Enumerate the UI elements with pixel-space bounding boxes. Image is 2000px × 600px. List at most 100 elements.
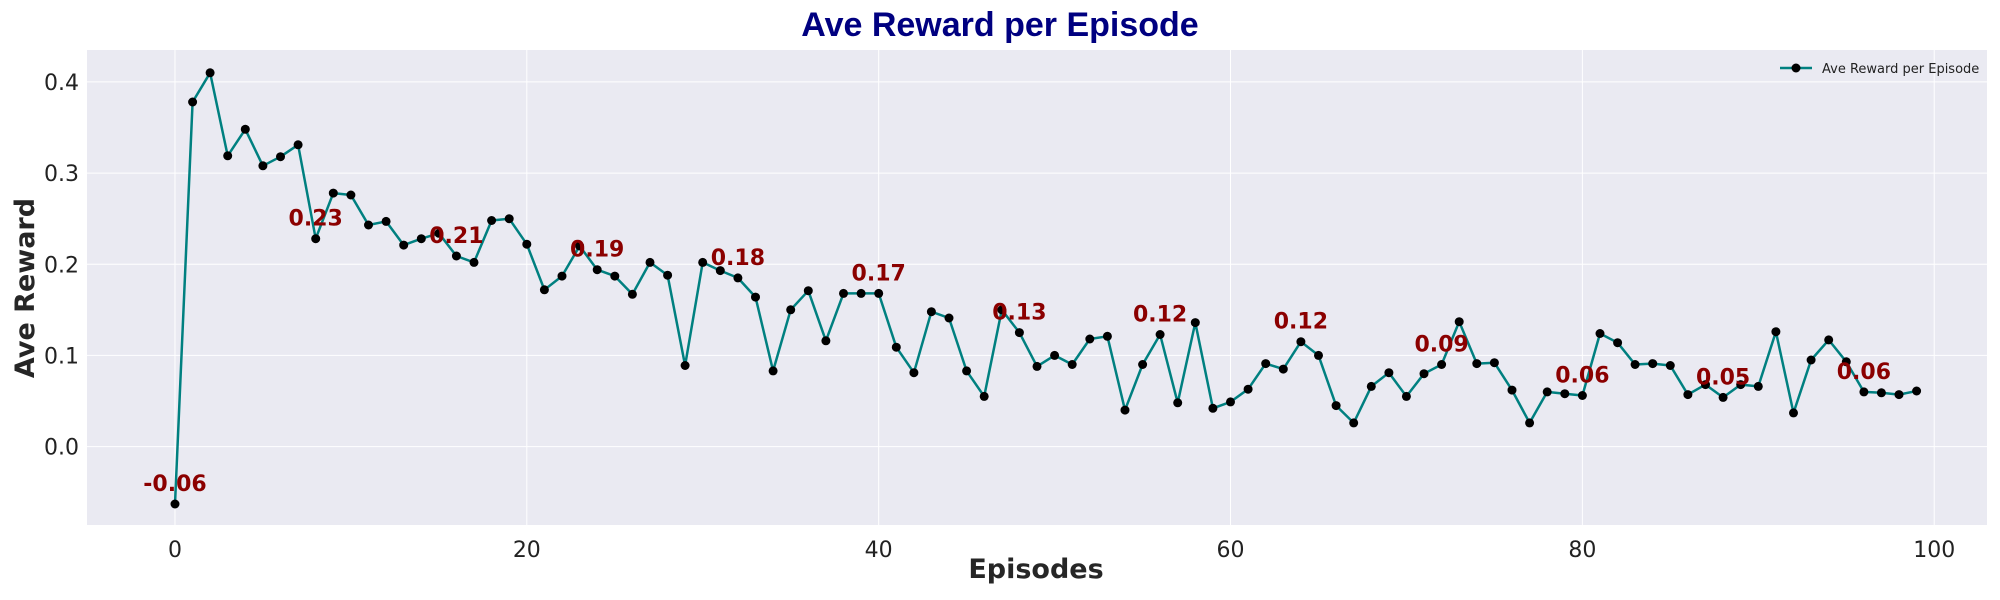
grid-lines [87, 50, 1987, 525]
data-point [1278, 364, 1288, 374]
data-point [434, 228, 444, 238]
data-point [891, 342, 901, 352]
data-point [1472, 359, 1482, 369]
data-point [979, 391, 989, 401]
y-tick-label: 0.1 [44, 344, 79, 369]
data-point [1120, 405, 1130, 415]
data-point [1296, 337, 1306, 347]
y-tick-label: 0.0 [44, 436, 79, 461]
data-point [1208, 403, 1218, 413]
data-point [874, 288, 884, 298]
data-label: 0.12 [1133, 303, 1187, 328]
data-point [1138, 360, 1148, 369]
data-point [1102, 331, 1112, 341]
data-point [258, 161, 268, 171]
x-tick-label: 0 [168, 538, 182, 563]
data-point [926, 307, 936, 317]
data-point [1701, 380, 1710, 390]
data-point [1894, 390, 1904, 400]
data-point [1401, 391, 1411, 401]
data-point [610, 271, 620, 281]
data-point [663, 270, 673, 280]
data-point [1859, 387, 1869, 397]
plot-area [87, 50, 1987, 525]
data-point [223, 151, 233, 161]
data-point [680, 361, 690, 370]
x-tick-label: 100 [1913, 538, 1955, 563]
legend: Ave Reward per Episode [1780, 62, 1979, 77]
data-point [1349, 418, 1359, 428]
data-point [1419, 369, 1429, 379]
data-point [1032, 361, 1042, 371]
data-label: 0.21 [429, 224, 483, 249]
data-point [1683, 390, 1693, 400]
data-point [1331, 401, 1341, 411]
data-point [1067, 360, 1077, 369]
data-point [1665, 361, 1675, 370]
series-line [173, 71, 1917, 505]
data-point [469, 257, 479, 267]
data-point [399, 240, 409, 250]
data-label: 0.06 [1837, 360, 1891, 385]
x-tick-label: 40 [865, 538, 893, 563]
data-point [698, 257, 708, 267]
data-point [416, 234, 426, 244]
data-point [1155, 330, 1165, 339]
data-point [1630, 360, 1640, 369]
data-point [1384, 368, 1394, 378]
data-point [1366, 381, 1376, 391]
data-point [856, 288, 866, 298]
data-label: 0.06 [1555, 364, 1609, 389]
data-point [293, 140, 303, 150]
data-label: 0.13 [992, 301, 1046, 326]
data-point [188, 97, 198, 107]
data-point [1841, 357, 1851, 367]
data-point [522, 239, 532, 249]
x-tick-label: 20 [513, 538, 541, 563]
data-point [1261, 359, 1271, 369]
data-point [645, 257, 655, 267]
data-point [627, 289, 637, 299]
series-layer [170, 68, 1922, 509]
data-point [240, 124, 250, 134]
data-point [1525, 418, 1535, 428]
data-point [944, 313, 954, 323]
data-point [1542, 387, 1552, 397]
legend-label: Ave Reward per Episode [1822, 62, 1979, 77]
data-point [328, 188, 338, 198]
data-point [1173, 398, 1183, 408]
x-tick-label: 80 [1568, 538, 1596, 563]
x-axis-label: Episodes [968, 554, 1103, 585]
y-tick-label: 0.4 [44, 71, 79, 96]
data-label: 0.17 [852, 261, 906, 286]
data-point [715, 266, 725, 276]
data-point [1437, 360, 1447, 369]
data-point [487, 216, 497, 225]
data-point [1014, 328, 1024, 338]
data-point [909, 368, 919, 378]
data-point [786, 305, 796, 315]
data-point [311, 234, 321, 244]
data-point [751, 292, 760, 302]
data-point [1243, 384, 1253, 394]
axes: 0 20 40 60 80 100 0.0 0.1 0.2 0.3 0.4 [44, 71, 1955, 563]
data-point [381, 216, 391, 226]
data-point [170, 499, 180, 509]
annotation-layer: -0.06 0.23 0.21 0.19 0.18 0.17 0.13 0.12 0.12 0.0… [143, 207, 1891, 497]
data-point [821, 336, 831, 346]
data-point [1454, 317, 1464, 327]
data-point [364, 220, 373, 230]
data-point [997, 305, 1007, 315]
data-point [451, 251, 461, 261]
data-point [539, 285, 549, 295]
data-label: 0.09 [1414, 333, 1468, 358]
data-label: 0.23 [289, 207, 343, 232]
data-point [1718, 392, 1728, 402]
data-point [1489, 358, 1499, 368]
data-point [1771, 327, 1781, 337]
data-point [1824, 335, 1834, 345]
data-point [346, 190, 356, 200]
data-point [1190, 318, 1200, 328]
data-point [803, 286, 813, 296]
